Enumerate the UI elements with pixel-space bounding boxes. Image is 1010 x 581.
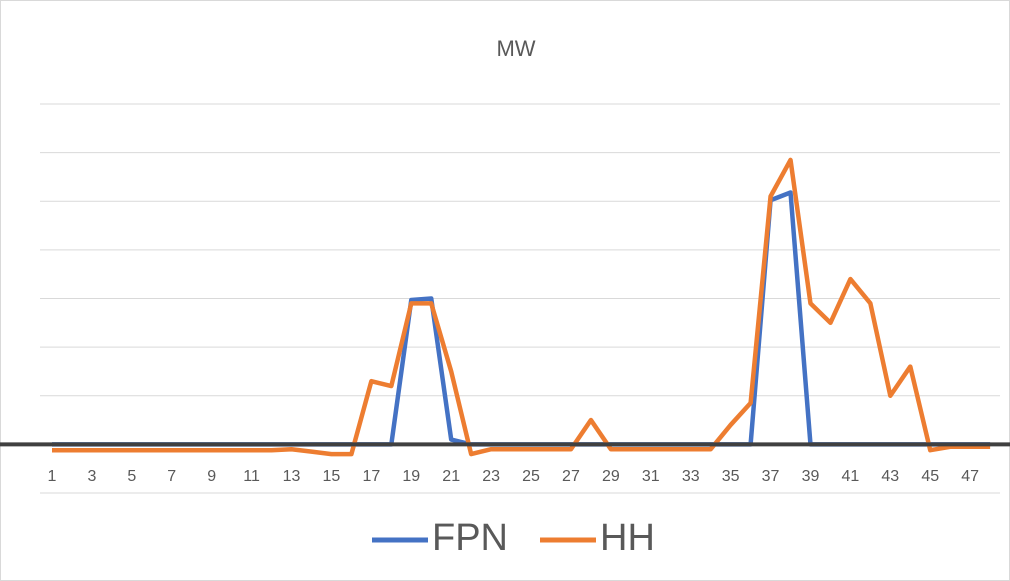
x-tick-label: 13 xyxy=(283,468,301,485)
x-tick-label: 29 xyxy=(602,468,620,485)
legend-label: FPN xyxy=(432,517,508,559)
chart-title: MW xyxy=(496,36,535,61)
x-tick-label: 9 xyxy=(207,468,216,485)
x-tick-label: 43 xyxy=(881,468,899,485)
x-tick-label: 17 xyxy=(362,468,380,485)
x-tick-label: 25 xyxy=(522,468,540,485)
x-tick-label: 11 xyxy=(243,468,260,485)
x-tick-label: 3 xyxy=(87,468,96,485)
x-tick-label: 21 xyxy=(442,468,460,485)
x-tick-label: 23 xyxy=(482,468,500,485)
x-tick-label: 1 xyxy=(48,468,57,485)
x-tick-label: 35 xyxy=(722,468,740,485)
x-tick-label: 15 xyxy=(323,468,341,485)
x-tick-label: 7 xyxy=(167,468,176,485)
x-tick-label: 45 xyxy=(921,468,939,485)
x-tick-label: 33 xyxy=(682,468,700,485)
x-tick-label: 31 xyxy=(642,468,660,485)
x-tick-label: 19 xyxy=(402,468,420,485)
x-tick-label: 37 xyxy=(762,468,780,485)
x-tick-label: 27 xyxy=(562,468,580,485)
x-tick-label: 47 xyxy=(961,468,979,485)
x-tick-label: 5 xyxy=(127,468,136,485)
x-tick-label: 41 xyxy=(842,468,860,485)
series-line xyxy=(52,157,991,457)
x-tick-label: 39 xyxy=(802,468,820,485)
legend-label: HH xyxy=(600,517,655,559)
